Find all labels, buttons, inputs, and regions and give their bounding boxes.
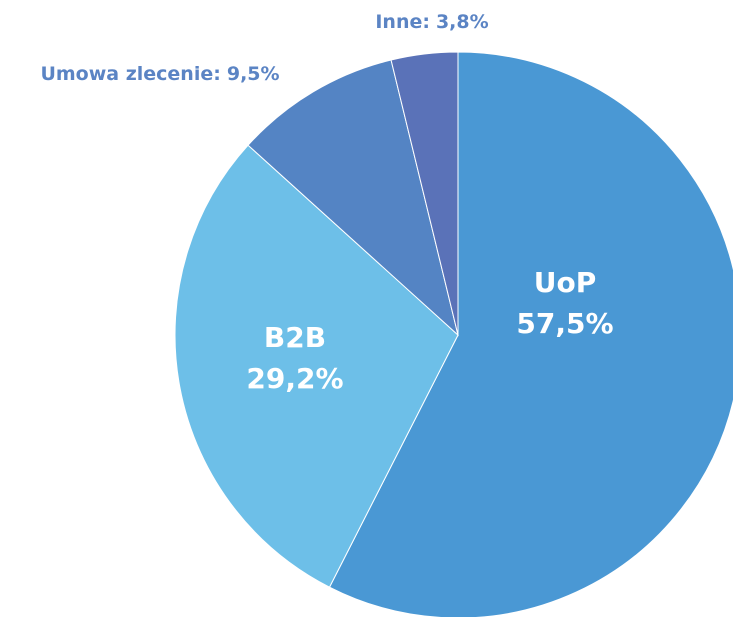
slice-category: B2B (264, 321, 326, 354)
pie-slice (328, 51, 733, 617)
slice-value: 3,8% (436, 11, 489, 33)
pie-slice (247, 59, 459, 337)
slice-value: 29,2% (246, 362, 343, 395)
pie-slice (174, 144, 459, 588)
slice-category: Inne: (375, 11, 430, 33)
slice-label: Umowa zlecenie: 9,5% (40, 63, 279, 85)
slice-label: Inne: 3,8% (375, 11, 488, 33)
slice-category: Umowa zlecenie: (40, 63, 220, 85)
slice-label: UoP 57,5% (516, 266, 613, 340)
slice-value: 9,5% (227, 63, 280, 85)
slice-category: UoP (534, 266, 597, 299)
slice-label: B2B 29,2% (246, 321, 343, 395)
pie-slice (390, 51, 459, 336)
slice-value: 57,5% (516, 307, 613, 340)
